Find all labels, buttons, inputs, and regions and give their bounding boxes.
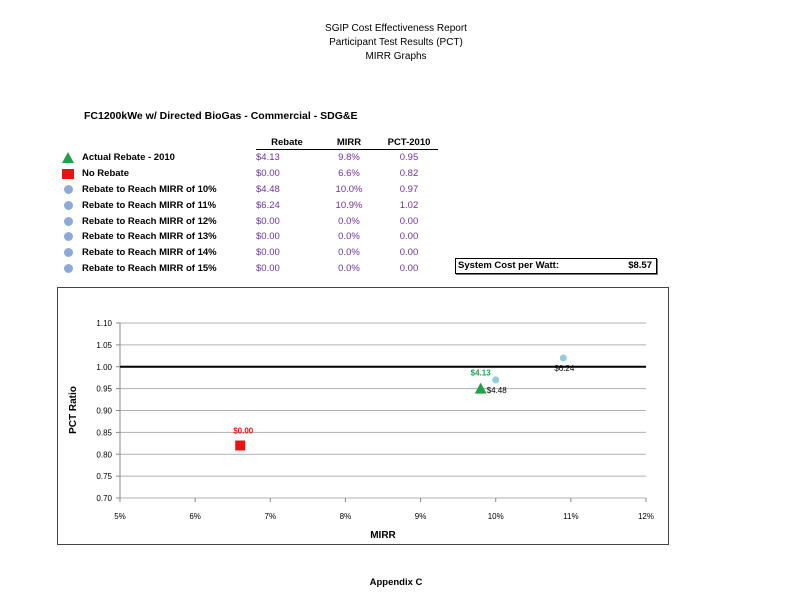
x-tick-label: 6% (189, 512, 201, 521)
column-header-pct: PCT-2010 (380, 135, 438, 150)
pct-value: 0.97 (399, 183, 419, 195)
mirr-value: 0.0% (338, 247, 360, 259)
pct-value: 1.02 (399, 199, 419, 211)
results-table: Rebate MIRR PCT-2010 Actual Rebate - 201… (54, 135, 438, 276)
row-label: Rebate to Reach MIRR of 14% (82, 247, 217, 259)
data-label: $4.13 (471, 369, 492, 378)
row-label: Rebate to Reach MIRR of 15% (82, 262, 217, 274)
x-tick-label: 9% (415, 512, 427, 521)
x-tick-label: 8% (340, 512, 352, 521)
data-label: $0.00 (233, 427, 254, 436)
blue-circle-icon (63, 216, 73, 226)
mirr-value: 9.8% (338, 152, 360, 164)
table-row: Rebate to Reach MIRR of 10% $4.48 10.0% 0.9… (54, 182, 438, 198)
data-point-target-mirr (559, 354, 567, 362)
rebate-value: $0.00 (256, 168, 280, 180)
green-triangle-icon (62, 152, 74, 164)
rebate-value: $0.00 (256, 231, 280, 243)
row-label: Rebate to Reach MIRR of 13% (82, 231, 217, 243)
rebate-value: $0.00 (256, 262, 280, 274)
mirr-value: 6.6% (338, 168, 360, 180)
table-row: Rebate to Reach MIRR of 13% $0.00 0.0% 0.00 (54, 229, 438, 245)
x-tick-label: 5% (114, 512, 126, 521)
y-tick-label: 1.00 (96, 363, 112, 372)
report-section: MIRR Graphs (365, 51, 427, 62)
y-tick-label: 0.75 (96, 472, 112, 481)
report-subtitle: Participant Test Results (PCT) (329, 37, 463, 48)
x-tick-label: 12% (638, 512, 654, 521)
red-square-icon (62, 168, 74, 179)
data-point-no-rebate (235, 440, 246, 451)
rebate-value: $0.00 (256, 247, 280, 259)
row-label: Rebate to Reach MIRR of 10% (82, 183, 217, 195)
mirr-value: 0.0% (338, 231, 360, 243)
report-title: SGIP Cost Effectiveness Report (325, 23, 467, 34)
table-row: Rebate to Reach MIRR of 15% $0.00 0.0% 0.00 (54, 261, 438, 277)
table-header-row: Rebate MIRR PCT-2010 (54, 135, 438, 150)
footer-appendix: Appendix C (369, 577, 423, 588)
y-tick-label: 1.05 (96, 341, 112, 350)
data-label: $4.48 (487, 386, 508, 395)
system-cost-value: $8.57 (628, 260, 652, 271)
mirr-value: 0.0% (338, 262, 360, 274)
pct-value: 0.82 (399, 168, 419, 180)
y-axis-title: PCT Ratio (68, 386, 79, 434)
table-row: Rebate to Reach MIRR of 12% $0.00 0.0% 0.00 (54, 213, 438, 229)
mirr-chart: 0.70 0.75 0.80 0.85 0.90 0.95 1.00 1.05 1.10 5% 6%… (57, 287, 669, 545)
y-tick-label: 1.10 (96, 319, 112, 328)
pct-value: 0.00 (399, 262, 419, 274)
pct-value: 0.95 (399, 152, 419, 164)
table-row: No Rebate $0.00 6.6% 0.82 (54, 166, 438, 182)
blue-circle-icon (63, 200, 73, 210)
y-tick-label: 0.70 (96, 494, 112, 503)
y-tick-label: 0.80 (96, 450, 112, 459)
row-label: Actual Rebate - 2010 (82, 152, 175, 164)
x-tick-label: 11% (563, 512, 578, 521)
mirr-value: 0.0% (338, 215, 360, 227)
blue-circle-icon (63, 232, 73, 242)
blue-circle-icon (63, 248, 73, 258)
y-tick-label: 0.85 (96, 428, 112, 437)
row-label: No Rebate (82, 168, 129, 180)
x-tick-label: 7% (265, 512, 277, 521)
table-row: Rebate to Reach MIRR of 11% $6.24 10.9% 1.0… (54, 197, 438, 213)
row-label: Rebate to Reach MIRR of 12% (82, 215, 217, 227)
x-tick-label: 10% (488, 512, 504, 521)
column-header-mirr: MIRR (318, 135, 380, 150)
blue-circle-icon (63, 263, 73, 273)
rebate-value: $0.00 (256, 215, 280, 227)
system-cost-box: System Cost per Watt: $8.57 (455, 258, 657, 274)
mirr-value: 10.0% (335, 183, 363, 195)
pct-value: 0.00 (399, 215, 419, 227)
pct-value: 0.00 (399, 231, 419, 243)
data-label: $6.24 (554, 364, 575, 373)
y-tick-label: 0.95 (96, 385, 112, 394)
scenario-title: FC1200kWe w/ Directed BioGas - Commercia… (84, 110, 358, 122)
x-axis-title: MIRR (370, 530, 396, 541)
table-row: Actual Rebate - 2010 $4.13 9.8% 0.95 (54, 150, 438, 166)
column-header-rebate: Rebate (256, 135, 318, 150)
rebate-value: $6.24 (256, 199, 280, 211)
row-label: Rebate to Reach MIRR of 11% (82, 199, 217, 211)
rebate-value: $4.13 (256, 152, 280, 164)
mirr-value: 10.9% (335, 199, 363, 211)
rebate-value: $4.48 (256, 183, 280, 195)
y-tick-label: 0.90 (96, 407, 112, 416)
data-point-actual-rebate (474, 382, 487, 394)
table-row: Rebate to Reach MIRR of 14% $0.00 0.0% 0.00 (54, 245, 438, 261)
blue-circle-icon (63, 184, 73, 194)
chart-plot-area: 0.70 0.75 0.80 0.85 0.90 0.95 1.00 1.05 1.10 5% 6%… (68, 319, 654, 541)
system-cost-label: System Cost per Watt: (458, 260, 559, 271)
pct-value: 0.00 (399, 247, 419, 259)
data-point-target-mirr (492, 376, 500, 384)
